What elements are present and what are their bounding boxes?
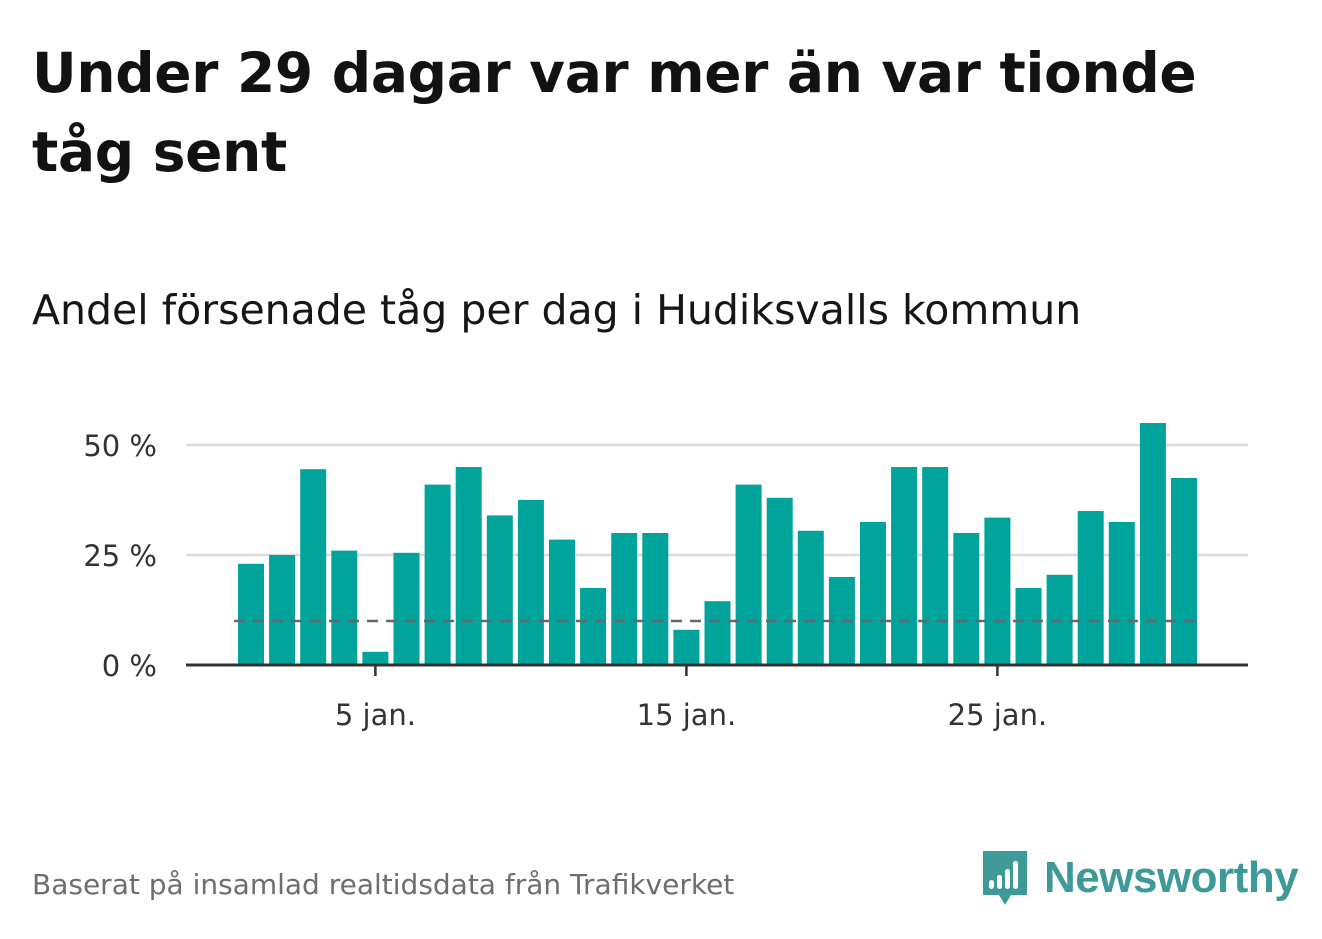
bar (984, 517, 1011, 665)
bar (1015, 588, 1042, 665)
bar (642, 533, 669, 665)
bar (393, 552, 420, 665)
bar (1108, 522, 1135, 665)
bar (860, 522, 886, 665)
bar (1077, 511, 1104, 665)
chart-subtitle: Andel försenade tåg per dag i Hudiksvall… (32, 286, 1082, 334)
bar (735, 484, 762, 665)
bar (580, 588, 607, 665)
bars (238, 423, 1197, 665)
chart-title: Under 29 dagar var mer än var tionde tåg… (32, 41, 1197, 184)
bar (611, 533, 638, 665)
bar (1171, 478, 1197, 665)
bar (704, 601, 731, 665)
bar (362, 651, 389, 665)
newsworthy-wordmark: Newsworthy (1044, 853, 1299, 902)
newsworthy-logo-icon (983, 851, 1027, 905)
bar (486, 515, 513, 665)
x-tick-label: 25 jan. (948, 698, 1048, 732)
source-note: Baserat på insamlad realtidsdata från Tr… (32, 868, 735, 901)
gridlines (186, 443, 1248, 557)
bar (517, 500, 544, 665)
x-tick-label: 15 jan. (637, 698, 737, 732)
y-tick-label: 50 % (83, 429, 157, 463)
bar (549, 539, 575, 665)
bar (766, 497, 793, 665)
bar (300, 469, 327, 665)
bar (953, 533, 980, 665)
bar (269, 555, 296, 665)
bar (424, 484, 451, 665)
bar-chart: 0 % 25 % 50 % 5 jan. 15 jan. 25 jan. (83, 423, 1248, 732)
bar (331, 550, 358, 665)
y-tick-label: 0 % (102, 649, 157, 683)
x-tick-label: 5 jan. (335, 698, 416, 732)
y-tick-label: 25 % (83, 539, 157, 573)
bar (455, 467, 482, 665)
bar (891, 467, 918, 665)
axes: 0 % 25 % 50 % 5 jan. 15 jan. 25 jan. (83, 429, 1248, 732)
bar (238, 563, 264, 665)
newsworthy-logo: Newsworthy (980, 848, 1299, 908)
bar (1139, 423, 1166, 665)
bar (797, 530, 824, 665)
bar (922, 467, 949, 665)
bar (673, 629, 700, 665)
